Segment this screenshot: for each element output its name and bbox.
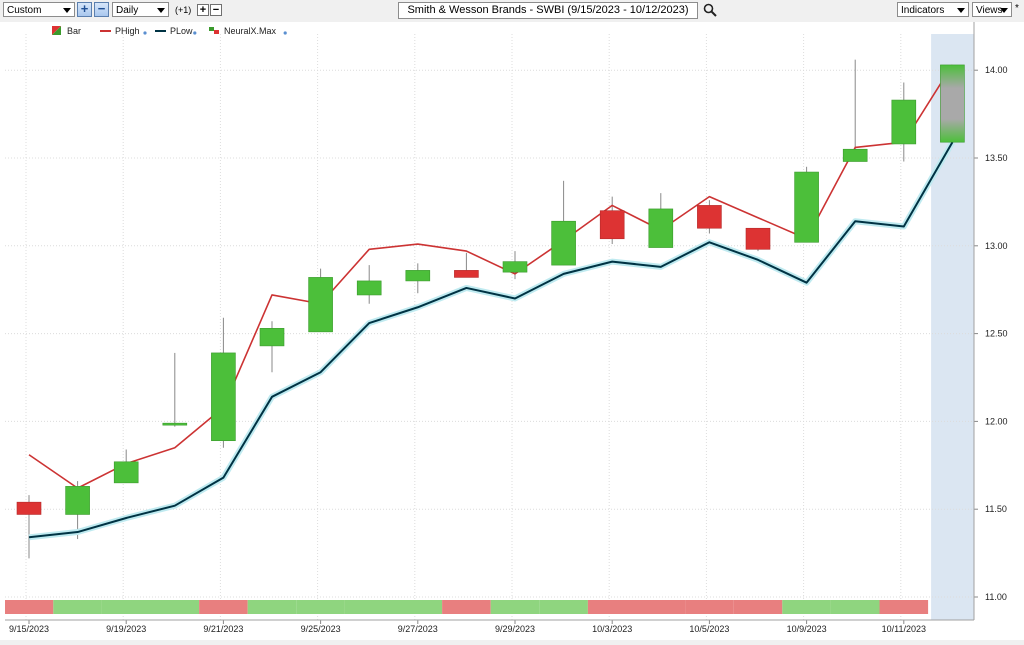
chevron-down-icon <box>63 8 71 13</box>
candle-body-up <box>891 99 917 145</box>
y-tick-label: 12.50 <box>985 329 1008 339</box>
x-tick-label: 10/11/2023 <box>882 624 926 634</box>
y-tick-label: 13.00 <box>985 241 1008 251</box>
signal-band-green <box>101 600 151 614</box>
chart-area[interactable]: Bar PHigh PLow NeuralX.Max 11.00 11.50 12.00 1… <box>0 22 1024 640</box>
neural-swatch-icon <box>209 27 214 31</box>
zoom-in-button[interactable]: + <box>77 2 92 17</box>
bar-swatch-icon <box>52 26 61 35</box>
candle-body-down <box>454 270 479 278</box>
views-select[interactable]: Views <box>972 2 1012 17</box>
star-marker: * <box>1015 3 1019 14</box>
chevron-down-icon <box>157 8 165 13</box>
signal-band-green <box>150 600 200 614</box>
toolbar: Custom + − Daily (+1) + − Smith & Wesson… <box>0 0 1024 23</box>
signal-band-red <box>636 600 686 614</box>
candle-body-up <box>648 208 674 248</box>
preset-value: Custom <box>7 5 42 16</box>
candle-body-up <box>162 422 188 426</box>
y-tick-label: 11.50 <box>985 504 1007 514</box>
x-tick-label: 10/3/2023 <box>592 624 632 634</box>
chevron-down-icon <box>1000 8 1008 13</box>
candle-body-up <box>113 461 139 484</box>
x-tick-label: 9/15/2023 <box>9 624 49 634</box>
x-tick-label: 9/19/2023 <box>106 624 146 634</box>
y-tick-label: 14.00 <box>985 65 1008 75</box>
legend-info-dot <box>283 31 287 35</box>
signal-band-green <box>490 600 540 614</box>
indicators-label: Indicators <box>901 5 945 16</box>
candle-body-up <box>842 148 868 162</box>
x-tick-label: 9/21/2023 <box>203 624 243 634</box>
signal-band-green <box>393 600 443 614</box>
candle-body-up <box>551 220 576 266</box>
candle-body-down <box>697 205 722 229</box>
signal-band-red <box>587 600 637 614</box>
signal-band-green <box>782 600 831 614</box>
signal-band-red <box>733 600 783 614</box>
candle-body-up <box>211 352 236 442</box>
candlestick-chart: Bar PHigh PLow NeuralX.Max 11.00 11.50 12.00 1… <box>0 22 1024 640</box>
candle-body-forecast <box>940 64 965 143</box>
signal-band-red <box>442 600 491 614</box>
candle-body-down <box>599 210 625 240</box>
candle-body-down <box>745 227 771 250</box>
candle-body-up <box>259 328 285 347</box>
legend: Bar PHigh PLow NeuralX.Max <box>52 26 287 36</box>
x-tick-label: 9/27/2023 <box>398 624 438 634</box>
indicators-select[interactable]: Indicators <box>897 2 969 17</box>
offset-label: (+1) <box>175 5 192 15</box>
chevron-down-icon <box>957 8 965 13</box>
y-tick-label: 12.00 <box>985 416 1008 426</box>
offset-decrease-button[interactable]: − <box>210 4 222 16</box>
signal-band-red <box>685 600 734 614</box>
candle-body-up <box>65 486 90 515</box>
legend-label: PLow <box>170 26 193 36</box>
plow-line <box>28 141 954 539</box>
signal-band-green <box>53 600 102 614</box>
x-tick-label: 9/29/2023 <box>495 624 535 634</box>
legend-info-dot <box>143 31 147 35</box>
legend-info-dot <box>193 31 197 35</box>
chart-title[interactable]: Smith & Wesson Brands - SWBI (9/15/2023 … <box>398 2 698 19</box>
neural-swatch-icon <box>214 30 219 34</box>
signal-band-red <box>5 600 54 614</box>
x-tick-label: 9/25/2023 <box>301 624 341 634</box>
x-tick-label: 10/9/2023 <box>787 624 827 634</box>
y-tick-label: 13.50 <box>985 153 1008 163</box>
x-tick-label: 10/5/2023 <box>689 624 729 634</box>
interval-select[interactable]: Daily <box>112 2 169 17</box>
signal-band-green <box>539 600 588 614</box>
preset-select[interactable]: Custom <box>3 2 75 17</box>
legend-label: NeuralX.Max <box>224 26 277 36</box>
magnifier-icon[interactable] <box>703 3 717 17</box>
views-label: Views <box>976 5 1003 16</box>
candle-body-up <box>502 261 528 273</box>
signal-band-green <box>830 600 880 614</box>
signal-band-red <box>879 600 929 614</box>
legend-label: Bar <box>67 26 81 36</box>
signal-band-green <box>247 600 297 614</box>
candle-body-up <box>356 280 382 296</box>
signal-band-red <box>199 600 248 614</box>
y-tick-label: 11.00 <box>985 592 1007 602</box>
candle-body-up <box>405 270 431 282</box>
legend-label: PHigh <box>115 26 140 36</box>
candle-body-up <box>794 171 819 243</box>
candle-body-down <box>16 501 42 515</box>
interval-value: Daily <box>116 5 139 16</box>
zoom-out-button[interactable]: − <box>94 2 109 17</box>
candle-body-up <box>308 277 333 333</box>
offset-increase-button[interactable]: + <box>197 4 209 16</box>
signal-band-green <box>344 600 394 614</box>
signal-band-green <box>296 600 345 614</box>
